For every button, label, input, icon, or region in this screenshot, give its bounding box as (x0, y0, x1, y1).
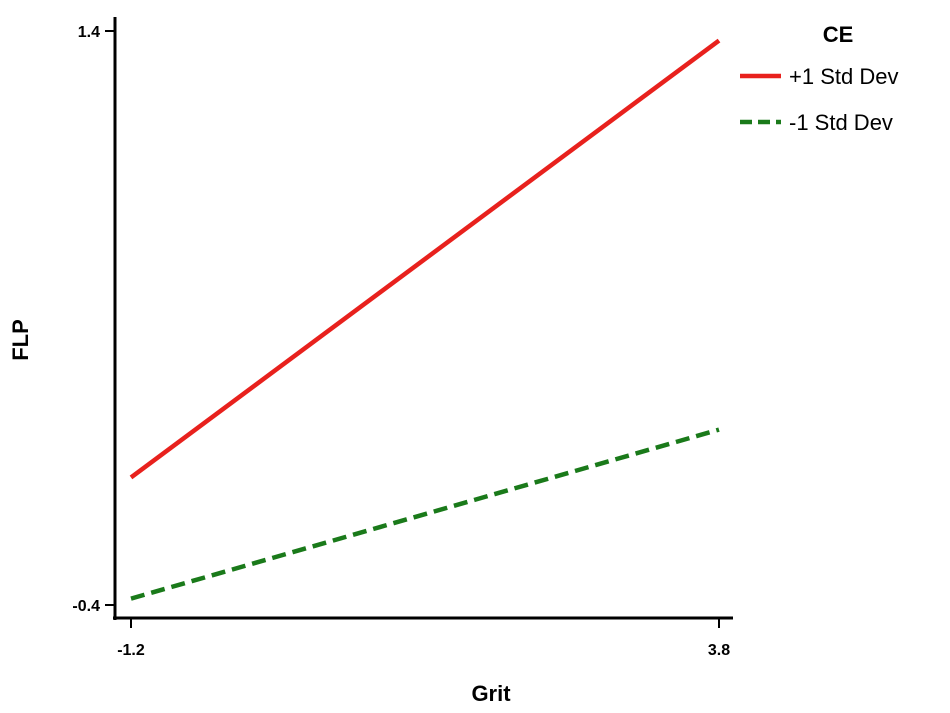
y-axis-title: FLP (8, 319, 33, 361)
series-marks (129, 38, 721, 601)
legend-title: CE (823, 22, 854, 47)
x-tick-label: -1.2 (117, 642, 145, 659)
legend-label-1: +1 Std Dev (789, 64, 898, 89)
y-tick-label: 1.4 (78, 24, 100, 41)
axis-ticks: -1.2 3.8 1.4 -0.4 (72, 24, 730, 659)
plot-area: -1.2 3.8 1.4 -0.4 (72, 17, 733, 659)
y-tick-label: -0.4 (72, 598, 100, 615)
x-tick-label: 3.8 (708, 642, 730, 659)
series-line-1 (129, 38, 721, 480)
series-line-2 (130, 427, 720, 601)
legend-items: +1 Std Dev -1 Std Dev (740, 64, 898, 135)
x-axis-title: Grit (471, 681, 511, 706)
legend-label-2: -1 Std Dev (789, 110, 893, 135)
legend: CE +1 Std Dev -1 Std Dev (740, 22, 898, 135)
